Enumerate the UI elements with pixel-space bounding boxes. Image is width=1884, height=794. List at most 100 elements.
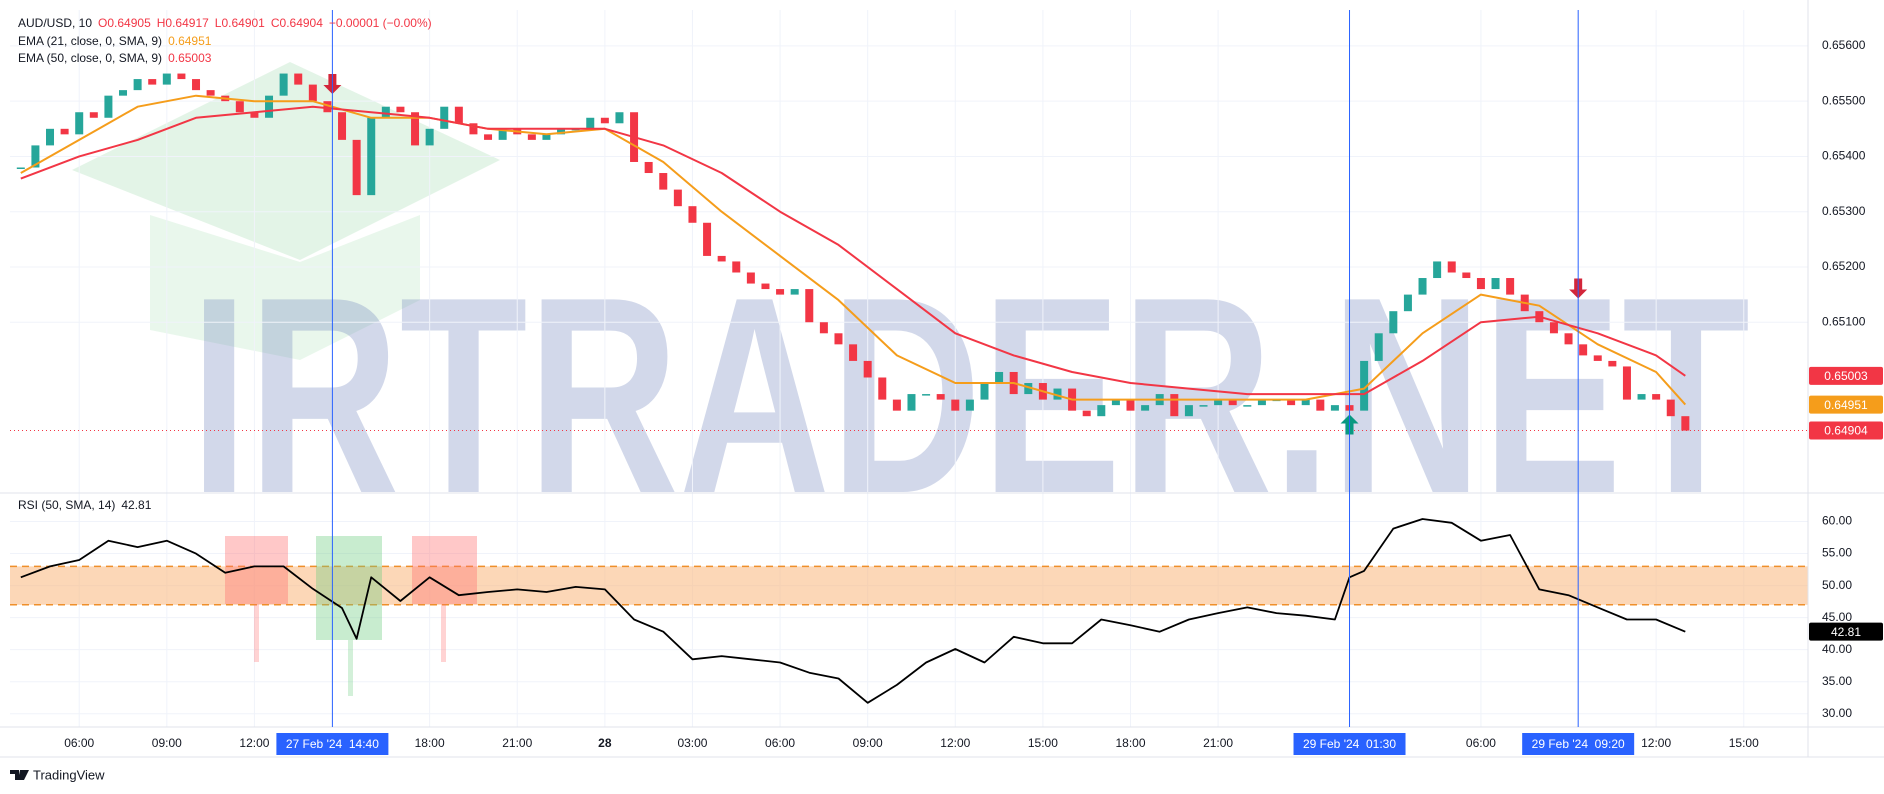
price-tag	[1809, 366, 1883, 385]
x-tick-label: 12:00	[239, 736, 269, 750]
candle	[1097, 405, 1106, 417]
vertical-marker-tag	[1522, 733, 1635, 755]
legend-item: H0.64917	[157, 16, 209, 30]
legend-item: EMA (50, close, 0, SMA, 9)	[18, 51, 162, 65]
x-tick-label: 28	[598, 736, 612, 750]
candle	[440, 106, 449, 129]
rsi-line	[20, 518, 1686, 704]
candle	[717, 255, 726, 262]
highlight-stub	[254, 604, 259, 662]
candle	[1447, 261, 1456, 273]
candle	[980, 383, 989, 400]
candle	[60, 128, 69, 135]
legend-item: AUD/USD, 10	[18, 16, 92, 30]
y-tick-label: 30.00	[1822, 706, 1852, 720]
watermark: IRTRADER.NET	[190, 240, 1750, 552]
x-tick-label: 09:00	[152, 736, 182, 750]
legend-item: C0.64904	[271, 16, 323, 30]
highlight-stub	[441, 604, 446, 662]
y-tick-label: 55.00	[1822, 546, 1852, 560]
candle	[367, 117, 376, 196]
candle	[1301, 399, 1310, 406]
candle	[16, 167, 25, 169]
candle	[1637, 394, 1646, 400]
candle	[89, 112, 98, 118]
candle	[834, 333, 843, 345]
candle	[148, 79, 157, 85]
y-tick-label: 45.00	[1822, 610, 1852, 624]
x-tick-label: 18:00	[415, 736, 445, 750]
price-tag	[1809, 421, 1883, 440]
price-tag-label: 0.64904	[1824, 424, 1868, 438]
candle	[1506, 278, 1515, 295]
candle	[1199, 405, 1208, 407]
y-tick-label: 0.65400	[1822, 149, 1866, 163]
candle	[863, 360, 872, 378]
watermark-logo	[72, 62, 500, 260]
candle	[1593, 355, 1602, 361]
legend-item: 0.64951	[168, 34, 212, 48]
watermark-logo	[150, 215, 420, 360]
x-tick-label: 21:00	[502, 736, 532, 750]
candle	[615, 112, 624, 124]
x-tick-label: 06:00	[64, 736, 94, 750]
candle	[177, 73, 186, 80]
candle	[1287, 399, 1296, 406]
x-tick-label: 06:00	[1466, 736, 1496, 750]
underlay: IRTRADER.NET	[10, 10, 1808, 727]
footer-logo: TradingView	[10, 767, 105, 782]
candle	[1082, 410, 1091, 417]
y-tick-label: 60.00	[1822, 514, 1852, 528]
vertical-marker-label: 29 Feb '24 09:20	[1532, 737, 1625, 751]
x-tick-label: 18:00	[1115, 736, 1145, 750]
candle	[732, 261, 741, 273]
candle	[1491, 278, 1500, 290]
legend-item: 0.65003	[168, 51, 212, 65]
candle	[907, 394, 916, 411]
candle	[878, 377, 887, 400]
candle	[1476, 278, 1485, 290]
highlight-stub	[348, 640, 353, 696]
x-tick-label: 12:00	[1641, 736, 1671, 750]
candle	[104, 95, 113, 118]
legend: AUD/USD, 10 O0.64905 H0.64917 L0.64901 C0.64…	[18, 16, 432, 30]
candle	[659, 173, 668, 190]
candle	[1024, 383, 1033, 395]
candle	[425, 128, 434, 146]
candle	[206, 90, 215, 96]
highlight-zones	[225, 536, 477, 696]
candle	[1111, 399, 1120, 406]
x-tick-label: 15:00	[1729, 736, 1759, 750]
candle	[411, 112, 420, 146]
legend: EMA (50, close, 0, SMA, 9) 0.65003	[18, 51, 212, 65]
candle	[469, 123, 478, 135]
legend-item: O0.64905	[98, 16, 151, 30]
candle	[995, 371, 1004, 384]
candle	[75, 112, 84, 135]
candle	[294, 73, 303, 85]
candle	[761, 283, 770, 290]
candle	[776, 289, 785, 295]
y-tick-label: 50.00	[1822, 578, 1852, 592]
x-tick-label: 03:00	[677, 736, 707, 750]
candle	[1549, 322, 1558, 334]
candle	[162, 73, 171, 85]
legend-item: L0.64901	[215, 16, 265, 30]
legend: EMA (21, close, 0, SMA, 9) 0.64951	[18, 34, 212, 48]
candle	[133, 79, 142, 91]
vertical-marker-label: 29 Feb '24 01:30	[1303, 737, 1396, 751]
x-tick-label: 15:00	[1028, 736, 1058, 750]
candle	[1141, 405, 1150, 411]
candle	[542, 134, 551, 140]
candle	[46, 128, 55, 146]
candle	[819, 322, 828, 334]
candle	[922, 394, 931, 396]
vertical-marker-tag	[276, 733, 389, 755]
legend-item: EMA (21, close, 0, SMA, 9)	[18, 34, 162, 48]
candle	[1403, 294, 1412, 312]
legend-item: −0.00001 (−0.00%)	[329, 16, 432, 30]
candle	[951, 399, 960, 411]
candle	[1389, 311, 1398, 334]
